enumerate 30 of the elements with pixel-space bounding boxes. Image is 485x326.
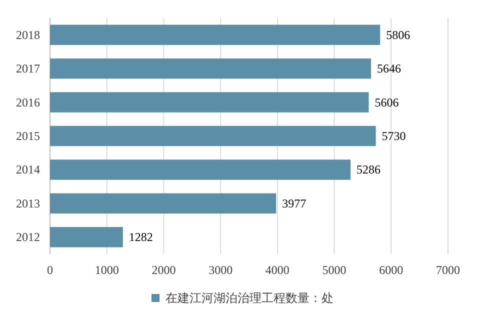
x-tick-label: 3000 (208, 263, 233, 277)
data-label: 5286 (356, 162, 381, 177)
bar (50, 126, 376, 146)
y-tick-label: 2013 (16, 196, 40, 210)
x-tick-label: 7000 (436, 263, 460, 277)
data-label: 5730 (382, 129, 406, 143)
bar (50, 58, 372, 79)
y-tick-label: 2016 (16, 95, 40, 110)
data-label: 5606 (374, 95, 399, 110)
y-tick-label: 2018 (16, 28, 40, 42)
x-tick-label: 4000 (265, 263, 290, 277)
y-tick-label: 2014 (16, 162, 40, 177)
x-tick-label: 6000 (379, 263, 404, 277)
data-label: 5646 (377, 62, 402, 76)
bar (50, 92, 369, 112)
x-tick-label: 1000 (94, 263, 119, 277)
data-label: 3977 (282, 196, 306, 210)
data-label: 5806 (386, 28, 410, 42)
bar (50, 160, 351, 180)
bar (50, 227, 123, 248)
y-tick-label: 2017 (16, 62, 40, 76)
x-tick-label: 2000 (152, 263, 176, 277)
bar (50, 24, 380, 45)
data-label: 1282 (128, 230, 153, 244)
y-tick-label: 2015 (16, 129, 40, 143)
x-tick-label: 5000 (322, 263, 346, 277)
legend-label: 在建江河湖泊治理工程数量：处 (166, 291, 334, 305)
y-tick-label: 2012 (16, 230, 40, 244)
x-tick-label: 0 (47, 263, 53, 277)
bar (50, 193, 276, 214)
